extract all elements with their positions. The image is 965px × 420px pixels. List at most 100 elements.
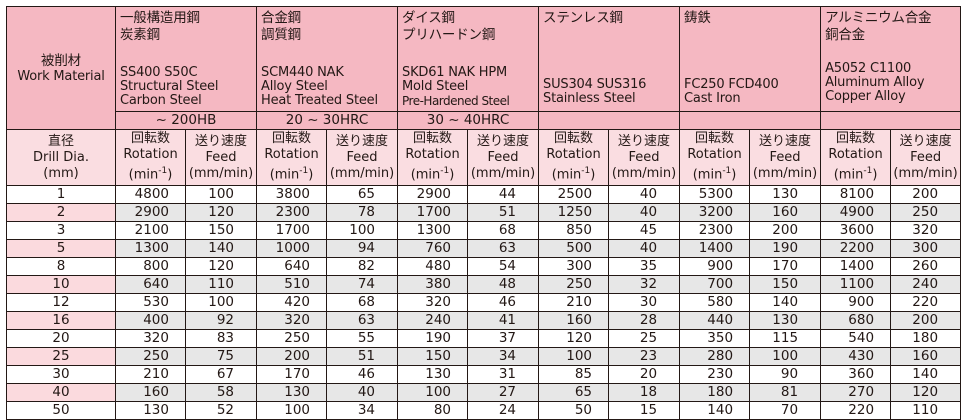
rotation-jp: 回転数 [695,131,735,147]
rotation-unit-base: (min [410,167,441,183]
rotation-cell: 480 [397,257,469,276]
work-material-jp: 被削材 [41,52,81,69]
feed-cell: 25 [608,329,681,348]
rotation-cell: 2500 [538,185,610,204]
rotation-cell: 380 [397,275,469,294]
feed-cell: 15 [608,401,681,420]
feed-cell: 200 [890,185,962,204]
diameter-label: 直径 [47,133,74,149]
feed-label: (mm/min) [329,165,395,181]
rotation-cell: 680 [820,311,892,330]
rotation-unit: (min-1) [257,163,326,183]
drill-diameter-cell: 12 [6,293,116,312]
rotation-cell: 580 [679,293,751,312]
hardness-cell [538,111,681,130]
feed-cell: 180 [890,329,962,348]
rotation-cell: 400 [115,311,186,330]
material-header: ダイス鋼 プリハードン鋼 SKD61 NAK HPM Mold Steel Pre-Ha… [397,6,540,112]
rotation-header: 回転数 Rotation (min-1) [256,129,328,186]
rotation-header: 回転数 Rotation (min-1) [679,129,751,186]
material-en-name: Stainless Steel [543,91,636,106]
rotation-cell: 100 [397,383,469,402]
table-row: 20 320 83 250 55 190 37 120 25 350 115 540 180 [6,329,962,348]
feed-cell: 92 [184,311,258,330]
feed-header: 送り速度 Feed (mm/min) [749,129,822,186]
feed-header: 送り速度 Feed (mm/min) [467,129,540,186]
feed-header: 送り速度 Feed (mm/min) [326,129,399,186]
rotation-unit-base: (min [692,167,723,183]
feed-header: 送り速度 Feed (mm/min) [608,129,681,186]
feed-label: Feed [205,149,237,165]
rotation-cell: 1400 [820,257,892,276]
feed-cell: 300 [890,239,962,258]
table-row: 10 640 110 510 74 380 48 250 32 700 150 1100 240 [6,275,962,294]
feed-cell: 220 [890,293,962,312]
rotation-cell: 300 [538,257,610,276]
rotation-cell: 1000 [256,239,328,258]
rotation-header: 回転数 Rotation (min-1) [397,129,469,186]
rotation-cell: 250 [115,347,186,366]
rotation-unit-close: ) [167,167,173,183]
material-en-name: Heat Treated Steel [261,93,378,108]
rotation-cell: 250 [538,275,610,294]
feed-cell: 67 [184,365,258,384]
feed-cell: 40 [608,203,681,222]
feed-header: 送り速度 Feed (mm/min) [890,129,962,186]
rotation-unit: (min-1) [680,163,749,183]
material-en-name: Alloy Steel [261,79,328,94]
feed-cell: 28 [608,311,681,330]
feed-cell: 130 [749,185,822,204]
material-grades: FC250 FCD400 [684,77,779,92]
rotation-unit-base: (min [269,167,300,183]
rotation-cell: 65 [538,383,610,402]
hardness-cell: ~ 200HB [114,111,258,130]
feed-label: Feed [628,149,660,165]
rotation-unit: (min-1) [116,163,185,183]
work-material-header: 被削材 Work Material [6,6,116,130]
feed-cell: 140 [184,239,258,258]
rotation-jp: 回転数 [413,131,453,147]
feed-cell: 83 [184,329,258,348]
rotation-cell: 2900 [397,185,469,204]
feed-cell: 140 [890,365,962,384]
rotation-cell: 4900 [820,203,892,222]
rotation-cell: 210 [115,365,186,384]
hardness-cell [820,111,962,130]
drill-diameter-cell: 40 [6,383,116,402]
drill-diameter-cell: 10 [6,275,116,294]
material-en-name: Pre-Hardened Steel [402,94,510,108]
feed-cell: 31 [467,365,540,384]
feed-cell: 160 [749,203,822,222]
material-jp-names: ステンレス鋼 [543,10,675,78]
table-row: 40 160 58 130 40 100 27 65 18 180 81 270 120 [6,383,962,402]
drill-diameter-cell: 25 [6,347,116,366]
rotation-cell: 130 [256,383,328,402]
rotation-cell: 230 [679,365,751,384]
feed-cell: 45 [608,221,681,240]
rotation-cell: 640 [256,257,328,276]
rotation-cell: 1700 [256,221,328,240]
feed-label: Feed [769,149,801,165]
feed-cell: 41 [467,311,540,330]
feed-label: Feed [346,149,378,165]
feed-cell: 90 [749,365,822,384]
cutting-conditions-table: 被削材 Work Material 一般構造用鋼 炭素鋼 SS400 S50C Str… [6,6,962,420]
rotation-cell: 250 [256,329,328,348]
material-jp-names: 合金鋼 調質鋼 [261,10,393,66]
feed-cell: 46 [467,293,540,312]
rotation-unit-close: ) [872,167,878,183]
rotation-cell: 420 [256,293,328,312]
rotation-jp: 回転数 [272,131,312,147]
material-jp-name: プリハードン鋼 [402,27,496,43]
feed-cell: 44 [467,185,540,204]
rotation-en: Rotation [405,147,460,163]
feed-cell: 20 [608,365,681,384]
material-grades: SS400 S50C [120,65,198,80]
feed-label: 送り速度 [899,133,952,149]
diameter-label: (mm) [43,165,79,181]
feed-cell: 110 [184,275,258,294]
feed-cell: 150 [184,221,258,240]
feed-label: 送り速度 [759,133,812,149]
feed-cell: 48 [467,275,540,294]
rotation-cell: 700 [679,275,751,294]
